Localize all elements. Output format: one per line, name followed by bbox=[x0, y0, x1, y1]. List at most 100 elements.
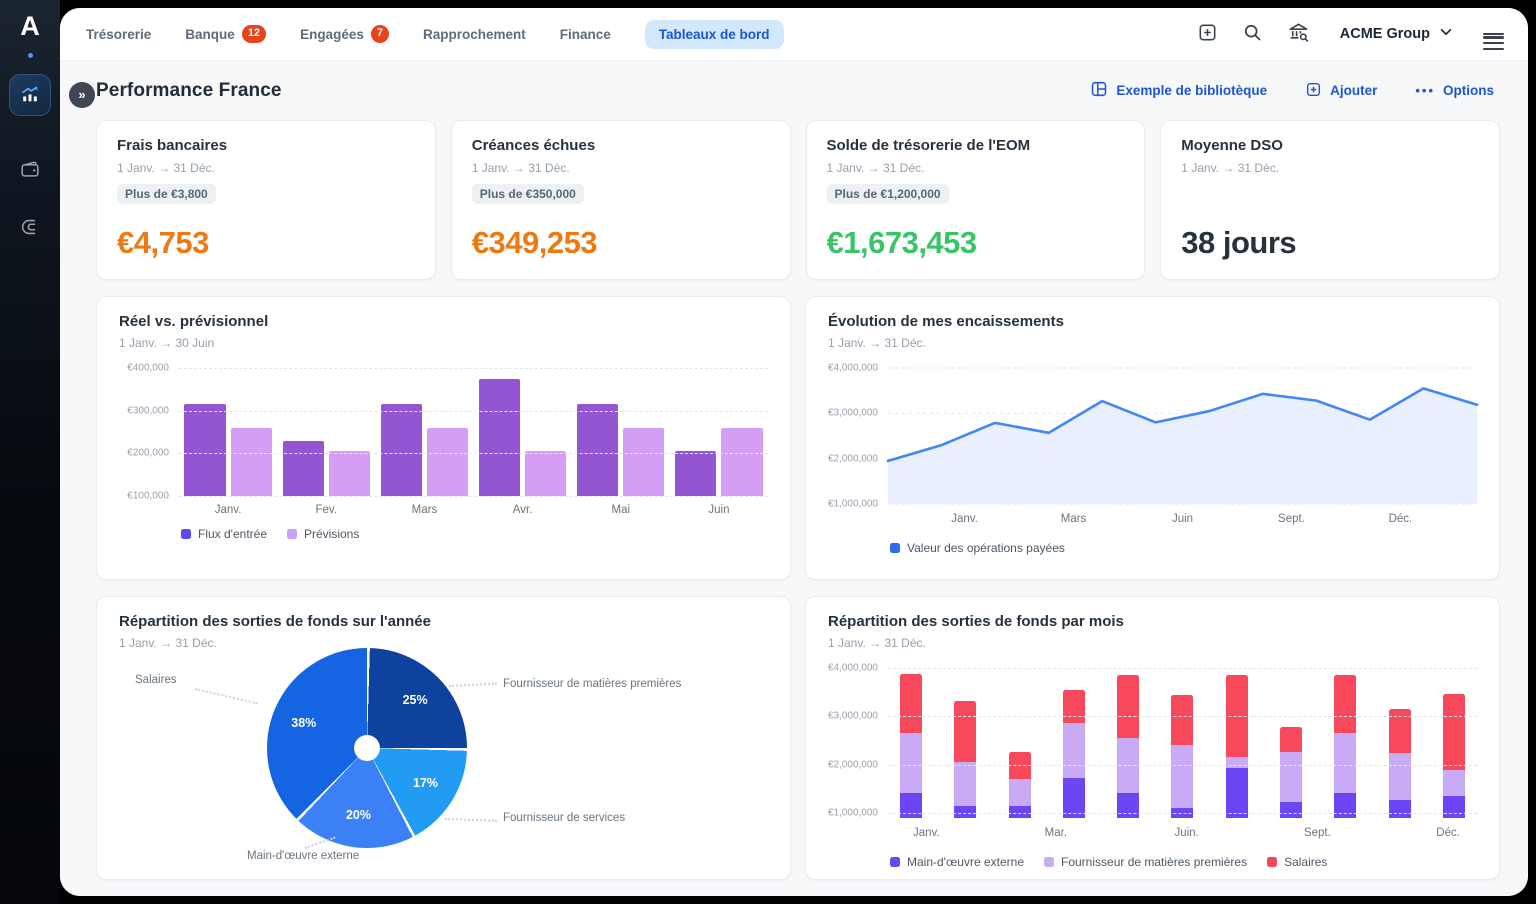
pie-outer-label: Salaires bbox=[135, 674, 177, 686]
kpi-card-cr-ances-chues[interactable]: Créances échues 1 Janv. → 31 Déc. Plus de … bbox=[450, 120, 791, 280]
data-line[interactable] bbox=[888, 388, 1477, 461]
x-axis-tick: Sept. bbox=[1278, 513, 1305, 525]
bar-pr-visions[interactable] bbox=[721, 427, 763, 496]
options-button[interactable]: ••• Options bbox=[1409, 82, 1500, 99]
dashboard-content: » Performance France Exemple de bibliotè… bbox=[60, 61, 1528, 896]
y-axis-tick: €4,000,000 bbox=[827, 662, 878, 674]
chart-legend: Valeur des opérations payées bbox=[828, 541, 1477, 555]
bar-flux-d-entr-e[interactable] bbox=[675, 451, 717, 496]
sidebar-item-dashboards[interactable] bbox=[9, 74, 51, 116]
add-button[interactable]: Ajouter bbox=[1299, 80, 1383, 102]
bar-flux-d-entr-e[interactable] bbox=[184, 404, 226, 496]
y-axis-tick: €4,000,000 bbox=[827, 362, 878, 374]
tab-tr-sorerie[interactable]: Trésorerie bbox=[86, 20, 151, 49]
segment-main-d-uvre-externe bbox=[1388, 799, 1411, 818]
stacked-bar-month-9[interactable] bbox=[1334, 674, 1357, 818]
create-button[interactable] bbox=[1197, 22, 1218, 46]
tab-finance[interactable]: Finance bbox=[560, 20, 611, 49]
pie-leader-line bbox=[448, 682, 497, 687]
kpi-value: €4,753 bbox=[117, 225, 209, 260]
bar-pr-visions[interactable] bbox=[328, 451, 370, 496]
segment-main-d-uvre-externe bbox=[900, 792, 922, 818]
segment-main-d-uvre-externe bbox=[1334, 792, 1357, 818]
stacked-bar-month-4[interactable] bbox=[1062, 690, 1085, 818]
bar-flux-d-entr-e[interactable] bbox=[478, 378, 521, 496]
stacked-bar-month-10[interactable] bbox=[1388, 709, 1411, 818]
search-button[interactable] bbox=[1242, 22, 1263, 46]
kpi-value: €1,673,453 bbox=[826, 225, 978, 260]
bank-search-button[interactable] bbox=[1287, 21, 1310, 47]
y-axis-tick: €200,000 bbox=[127, 447, 169, 459]
legend-item-pr-visions[interactable]: Prévisions bbox=[287, 527, 359, 541]
app-logo: A bbox=[20, 11, 40, 41]
bar-pr-visions[interactable] bbox=[426, 427, 469, 496]
x-axis-tick: Juin. bbox=[1174, 827, 1199, 839]
x-axis-tick: Janv. bbox=[951, 513, 978, 525]
kpi-threshold-badge: Plus de €350,000 bbox=[471, 184, 584, 204]
library-example-button[interactable]: Exemple de bibliotèque bbox=[1084, 79, 1273, 102]
tab-banque[interactable]: Banque 12 bbox=[185, 18, 267, 50]
kpi-card-frais-bancaires[interactable]: Frais bancaires 1 Janv. → 31 Déc. Plus de … bbox=[96, 120, 436, 280]
page-actions: Exemple de bibliotèque Ajouter ••• Optio… bbox=[1084, 79, 1500, 102]
kpi-card-moyenne-dso[interactable]: Moyenne DSO 1 Janv. → 31 Déc. 38 jours bbox=[1160, 120, 1500, 280]
chart-period: 1 Janv. → 31 Déc. bbox=[828, 336, 926, 350]
tab-tableaux-de-bord[interactable]: Tableaux de bord bbox=[644, 19, 784, 49]
pie-outer-label: Fournisseur de services bbox=[503, 812, 626, 824]
segment-fournisseur-de-mati-res-premi-res bbox=[900, 733, 922, 793]
company-selector[interactable]: ACME Group bbox=[1334, 24, 1459, 44]
stacked-bar-month-3[interactable] bbox=[1008, 752, 1031, 818]
bar-flux-d-entr-e[interactable] bbox=[380, 404, 422, 496]
pie-leader-line bbox=[444, 818, 498, 822]
segment-fournisseur-de-mati-res-premi-res bbox=[1062, 723, 1085, 778]
gridline bbox=[179, 410, 768, 412]
y-axis-tick: €300,000 bbox=[127, 405, 169, 417]
stacked-bar-month-8[interactable] bbox=[1280, 727, 1303, 818]
options-label: Options bbox=[1443, 83, 1494, 98]
bar-group-fev bbox=[277, 368, 375, 496]
bar-flux-d-entr-e[interactable] bbox=[282, 440, 324, 496]
pie-leader-line bbox=[304, 836, 336, 849]
tab-rapprochement[interactable]: Rapprochement bbox=[423, 20, 526, 49]
company-name: ACME Group bbox=[1339, 26, 1430, 42]
x-axis-tick: Janv. bbox=[912, 827, 940, 839]
sidebar-item-wallet[interactable] bbox=[9, 149, 51, 191]
legend-item-valeur-des-op-rations-pay-es[interactable]: Valeur des opérations payées bbox=[890, 541, 1065, 555]
legend-item-flux-d-entr-e[interactable]: Flux d'entrée bbox=[181, 527, 267, 541]
bar-pr-visions[interactable] bbox=[525, 451, 567, 496]
tab-label: Finance bbox=[559, 26, 611, 42]
kpi-threshold-badge: Plus de €3,800 bbox=[117, 184, 216, 204]
menu-button[interactable] bbox=[1483, 29, 1504, 51]
stacked-bar-month-11[interactable] bbox=[1442, 694, 1465, 818]
stacked-bar-month-5[interactable] bbox=[1117, 674, 1140, 818]
x-axis-tick: Déc. bbox=[1388, 513, 1413, 525]
sidebar-item-magnet[interactable] bbox=[9, 207, 51, 249]
segment-salaires bbox=[1225, 674, 1248, 757]
sidebar: A bbox=[0, 0, 60, 904]
stacked-bar-month-2[interactable] bbox=[954, 700, 977, 818]
stacked-bar-month-1[interactable] bbox=[900, 674, 922, 818]
segment-salaires bbox=[1062, 690, 1085, 724]
tab-label: Engagées bbox=[300, 26, 364, 42]
bar-pr-visions[interactable] bbox=[623, 427, 665, 496]
kpi-card-solde-de-tr-sorerie-de-l-eom[interactable]: Solde de trésorerie de l'EOM 1 Janv. → 31… bbox=[805, 120, 1146, 280]
gridline bbox=[888, 764, 1477, 766]
tab-engag-es[interactable]: Engagées 7 bbox=[300, 18, 389, 50]
chart-legend: Main-d'œuvre externe Fournisseur de matiè… bbox=[828, 855, 1477, 869]
stacked-bar-month-7[interactable] bbox=[1225, 674, 1248, 818]
legend-swatch bbox=[1044, 857, 1054, 867]
legend-item-fournisseur-de-mati-res-premi-res[interactable]: Fournisseur de matières premières bbox=[1044, 855, 1247, 869]
stacked-bar-month-6[interactable] bbox=[1171, 695, 1194, 818]
pie-chart[interactable]: 25% 17% 20% 38% bbox=[267, 648, 467, 848]
segment-fournisseur-de-mati-res-premi-res bbox=[954, 762, 977, 807]
legend-item-salaires[interactable]: Salaires bbox=[1267, 855, 1327, 869]
segment-fournisseur-de-mati-res-premi-res bbox=[1280, 751, 1303, 802]
line-area-plot[interactable] bbox=[888, 368, 1477, 504]
legend-item-main-d-uvre-externe[interactable]: Main-d'œuvre externe bbox=[890, 855, 1024, 869]
plus-square-icon bbox=[1197, 22, 1218, 46]
bar-pr-visions[interactable] bbox=[230, 427, 272, 496]
bar-flux-d-entr-e[interactable] bbox=[577, 404, 619, 496]
grouped-bar-plot bbox=[179, 368, 768, 497]
kpi-period: 1 Janv. → 31 Déc. bbox=[471, 161, 570, 175]
segment-main-d-uvre-externe bbox=[1225, 767, 1248, 818]
collapse-sidebar-button[interactable]: » bbox=[69, 82, 95, 108]
